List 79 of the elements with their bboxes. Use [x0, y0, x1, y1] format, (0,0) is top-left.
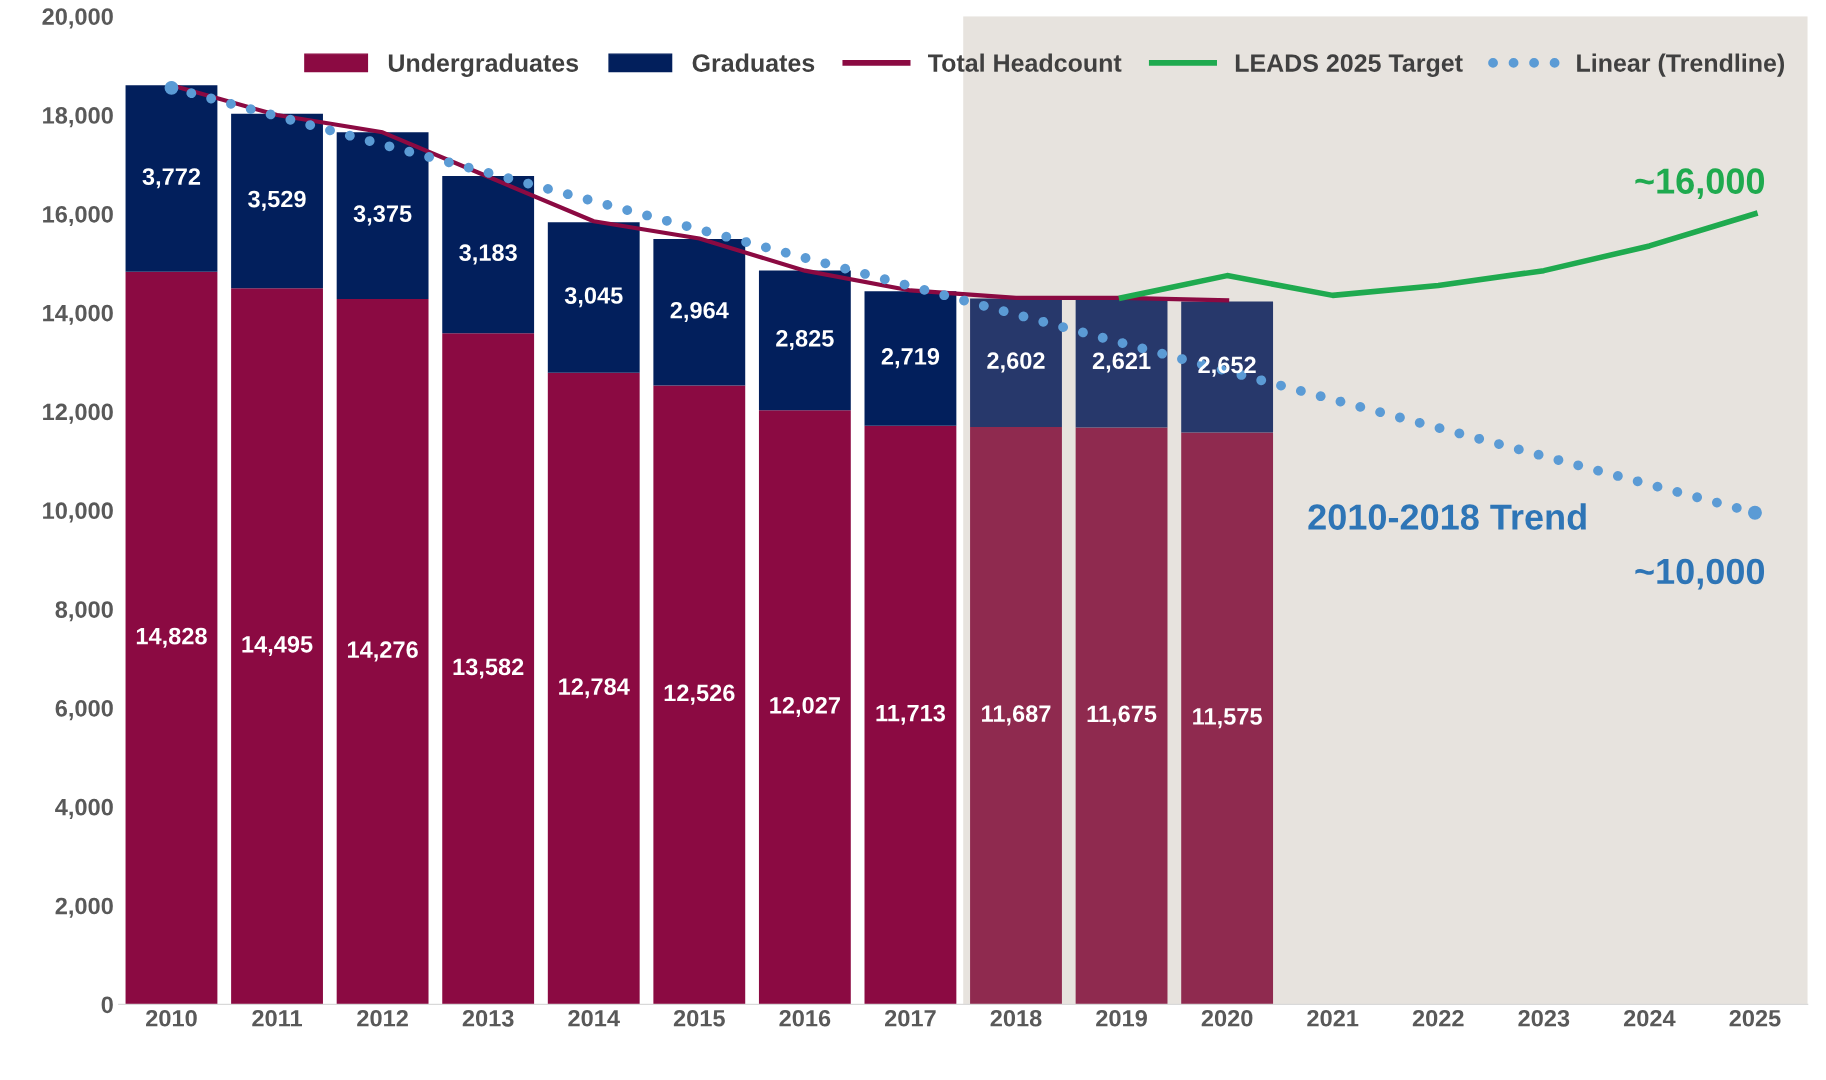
bar: [547, 222, 640, 373]
bar: [653, 385, 746, 1005]
bar: [1075, 298, 1168, 428]
data-label: 12,027: [770, 696, 840, 718]
data-label: 13,582: [453, 658, 524, 679]
y-tick-label: 10,000: [43, 502, 113, 523]
bar: [970, 426, 1062, 1005]
bar: [231, 288, 323, 1005]
bar: [442, 333, 535, 1005]
data-label: 3,045: [564, 287, 623, 308]
data-label: 11,687: [982, 705, 1051, 726]
bar: [336, 299, 429, 1005]
annotation: ~16,000: [1635, 168, 1765, 200]
x-tick-label: 2015: [673, 1009, 725, 1027]
bar: [442, 176, 535, 334]
x-tick-label: 2021: [1307, 1009, 1359, 1027]
y-tick-label: 16,000: [43, 205, 113, 227]
data-label: 2,719: [881, 348, 940, 369]
x-tick-label: 2025: [1729, 1009, 1781, 1027]
bar: [970, 298, 1062, 427]
x-tick-label: 2018: [990, 1009, 1042, 1027]
bar: [125, 271, 218, 1005]
x-tick-label: 2017: [884, 1009, 936, 1027]
annotation: ~10,000: [1635, 558, 1765, 590]
x-tick-label: 2024: [1623, 1009, 1676, 1027]
x-tick-label: 2012: [357, 1009, 408, 1027]
x-tick-label: 2020: [1201, 1009, 1253, 1027]
data-label: 3,529: [248, 190, 306, 211]
data-label: 3,772: [142, 168, 201, 189]
y-tick-label: 6,000: [55, 700, 113, 721]
y-tick-label: 0: [101, 996, 113, 1014]
data-label: 14,276: [347, 641, 418, 662]
data-label: 11,575: [1193, 708, 1262, 729]
data-label: 3,375: [353, 205, 412, 226]
data-label: 2,652: [1198, 356, 1256, 377]
x-tick-label: 2019: [1096, 1009, 1147, 1027]
annotation: 2010-2018 Trend: [1308, 503, 1586, 530]
bar: [1181, 432, 1274, 1005]
y-tick-label: 20,000: [42, 8, 113, 29]
x-tick-label: 2016: [779, 1009, 831, 1027]
data-label: 2,964: [670, 301, 729, 323]
y-tick-label: 12,000: [43, 403, 113, 424]
x-tick-label: 2011: [252, 1009, 302, 1027]
legend-label: Total Headcount: [928, 53, 1122, 72]
legend-label: Graduates: [692, 53, 815, 72]
y-tick-label: 18,000: [43, 107, 113, 128]
y-tick-label: 8,000: [55, 601, 113, 622]
data-label: 12,784: [559, 678, 630, 699]
data-label: 3,183: [459, 244, 517, 265]
data-label: 11,675: [1087, 705, 1157, 726]
bar: [1075, 427, 1168, 1005]
bar: [231, 113, 323, 289]
data-label: 2,825: [776, 329, 834, 351]
legend-label: LEADS 2025 Target: [1235, 54, 1463, 77]
bar: [758, 410, 851, 1005]
x-tick-label: 2014: [568, 1009, 620, 1027]
data-label: 11,713: [876, 704, 946, 725]
bar: [758, 270, 851, 411]
data-label: 14,828: [136, 627, 207, 648]
bar: [864, 425, 957, 1005]
bar: [653, 239, 746, 386]
x-tick-label: 2022: [1412, 1009, 1464, 1027]
legend-label: Linear (Trendline): [1577, 53, 1785, 77]
bar: [1181, 301, 1274, 433]
data-label: 2,621: [1092, 352, 1151, 373]
data-label: 12,526: [664, 684, 735, 705]
legend-label: Undergraduates: [388, 53, 579, 77]
y-tick-label: 2,000: [55, 897, 113, 918]
bar: [336, 132, 429, 300]
bar: [864, 291, 957, 426]
x-tick-label: 2013: [462, 1009, 514, 1027]
y-tick-label: 14,000: [43, 304, 113, 325]
x-tick-label: 2010: [146, 1009, 197, 1027]
data-label: 14,495: [242, 635, 313, 657]
bar: [125, 85, 218, 272]
y-tick-label: 4,000: [55, 798, 113, 819]
bar: [547, 372, 640, 1005]
x-tick-label: 2023: [1518, 1009, 1570, 1027]
data-label: 2,602: [987, 352, 1045, 373]
